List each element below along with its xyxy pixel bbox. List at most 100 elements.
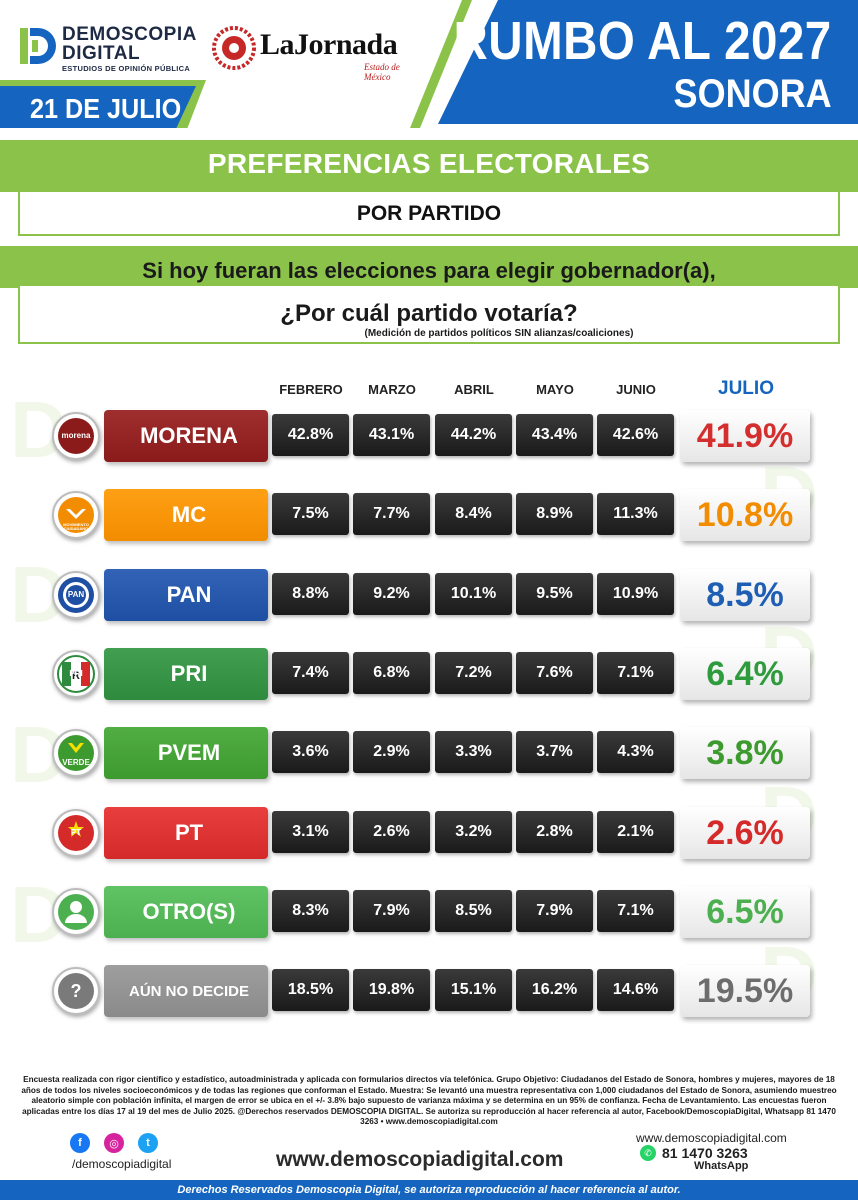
value-cell-febrero: 42.8%	[272, 414, 349, 456]
party-name: MC	[104, 489, 268, 541]
party-name: AÚN NO DECIDE	[104, 965, 268, 1017]
month-header-marzo: MARZO	[368, 382, 416, 397]
value-cell-julio: 6.5%	[680, 886, 810, 938]
question-line1: Si hoy fueran las elecciones para elegir…	[142, 258, 716, 283]
rights-footer: Derechos Reservados Demoscopia Digital, …	[0, 1180, 858, 1200]
question-line2: ¿Por cuál partido votaría?	[280, 300, 578, 327]
morena-logo-icon: morena	[52, 412, 100, 460]
party-row-mc: MOVIMIENTO CIUDADANO MC 7.5% 7.7% 8.4% 8.9% 11…	[0, 487, 858, 543]
value-cell-julio: 19.5%	[680, 965, 810, 1017]
subtitle-box	[18, 190, 840, 236]
instagram-icon[interactable]: ◎	[104, 1133, 124, 1153]
value-cell-julio: 6.4%	[680, 648, 810, 700]
brand-line2: DIGITAL	[62, 43, 141, 64]
value-cell-abril: 15.1%	[435, 969, 512, 1011]
question-box	[18, 286, 840, 344]
party-name: PAN	[104, 569, 268, 621]
party-logo-label: VERDE	[62, 758, 90, 767]
value-cell-abril: 10.1%	[435, 573, 512, 615]
mc-logo-icon: MOVIMIENTO CIUDADANO	[52, 491, 100, 539]
value-cell-junio: 4.3%	[597, 731, 674, 773]
value-cell-mayo: 2.8%	[516, 811, 593, 853]
party-row-pvem: VERDE PVEM 3.6% 2.9% 3.3% 3.7% 4.3% 3.8%	[0, 725, 858, 781]
party-logo-label: PAN	[67, 590, 85, 599]
party-name: PRI	[104, 648, 268, 700]
party-logo-label: morena	[61, 431, 91, 440]
value-cell-mayo: 3.7%	[516, 731, 593, 773]
month-header-febrero: FEBRERO	[279, 382, 343, 397]
value-cell-abril: 3.3%	[435, 731, 512, 773]
question-note: (Medición de partidos políticos SIN alia…	[364, 328, 634, 339]
pri-logo-icon: R PRI	[52, 650, 100, 698]
value-cell-junio: 10.9%	[597, 573, 674, 615]
header-region: SONORA	[673, 72, 832, 116]
value-cell-julio: 2.6%	[680, 807, 810, 859]
value-cell-abril: 44.2%	[435, 414, 512, 456]
section-title: PREFERENCIAS ELECTORALES	[207, 148, 651, 179]
value-cell-abril: 7.2%	[435, 652, 512, 694]
value-cell-mayo: 7.9%	[516, 890, 593, 932]
value-cell-julio: 8.5%	[680, 569, 810, 621]
party-name: OTRO(S)	[104, 886, 268, 938]
value-cell-marzo: 6.8%	[353, 652, 430, 694]
party-name: MORENA	[104, 410, 268, 462]
facebook-icon[interactable]: f	[70, 1133, 90, 1153]
value-cell-febrero: 7.4%	[272, 652, 349, 694]
value-cell-abril: 8.5%	[435, 890, 512, 932]
partner-sub: Estado de México	[364, 62, 400, 82]
value-cell-junio: 42.6%	[597, 414, 674, 456]
value-cell-julio: 3.8%	[680, 727, 810, 779]
value-cell-junio: 11.3%	[597, 493, 674, 535]
twitter-icon[interactable]: t	[138, 1133, 158, 1153]
value-cell-julio: 10.8%	[680, 489, 810, 541]
party-row-pan: PAN PAN 8.8% 9.2% 10.1% 9.5% 10.9% 8.5%	[0, 567, 858, 623]
person-logo-icon	[52, 888, 100, 936]
value-cell-mayo: 8.9%	[516, 493, 593, 535]
value-cell-febrero: 8.8%	[272, 573, 349, 615]
month-header-julio: JULIO	[718, 378, 774, 399]
value-cell-junio: 7.1%	[597, 890, 674, 932]
date-badge	[0, 86, 196, 128]
value-cell-febrero: 8.3%	[272, 890, 349, 932]
whatsapp-icon: ✆	[640, 1145, 656, 1161]
value-cell-mayo: 16.2%	[516, 969, 593, 1011]
value-cell-julio: 41.9%	[680, 410, 810, 462]
value-cell-febrero: 18.5%	[272, 969, 349, 1011]
social-handle[interactable]: /demoscopiadigital	[72, 1157, 172, 1171]
demoscopia-d-icon	[20, 28, 56, 64]
methodology-text: Encuesta realizada con rigor científico …	[21, 1075, 837, 1126]
phone-number[interactable]: 81 1470 3263	[662, 1145, 748, 1161]
website-link-small[interactable]: www.demoscopiadigital.com	[636, 1131, 787, 1145]
value-cell-marzo: 2.9%	[353, 731, 430, 773]
party-logo-label: MOVIMIENTO CIUDADANO	[63, 522, 89, 531]
section-subtitle: POR PARTIDO	[356, 202, 502, 225]
value-cell-febrero: 3.6%	[272, 731, 349, 773]
party-name: PVEM	[104, 727, 268, 779]
party-row-pri: R PRI PRI 7.4% 6.8% 7.2% 7.6% 7.1% 6.4%	[0, 646, 858, 702]
website-link[interactable]: www.demoscopiadigital.com	[276, 1148, 564, 1171]
header: RUMBO AL 2027 SONORA DEMOSCOPIA DIGITAL …	[0, 0, 858, 132]
value-cell-marzo: 43.1%	[353, 414, 430, 456]
header-blue-panel	[438, 0, 858, 124]
partner-name: LaJornada	[260, 28, 398, 61]
value-cell-febrero: 7.5%	[272, 493, 349, 535]
party-row-morena: morena MORENA 42.8% 43.1% 44.2% 43.4% 42.6% 41.…	[0, 408, 858, 464]
month-header-mayo: MAYO	[536, 382, 574, 397]
value-cell-marzo: 2.6%	[353, 811, 430, 853]
party-logo-label: PT	[70, 828, 82, 837]
value-cell-marzo: 7.7%	[353, 493, 430, 535]
month-header-junio: JUNIO	[616, 382, 656, 397]
whatsapp-label: WhatsApp	[694, 1160, 749, 1172]
header-title: RUMBO AL 2027	[453, 11, 832, 71]
pvem-logo-icon: VERDE	[52, 729, 100, 777]
value-cell-marzo: 9.2%	[353, 573, 430, 615]
value-cell-marzo: 19.8%	[353, 969, 430, 1011]
value-cell-mayo: 7.6%	[516, 652, 593, 694]
pt-logo-icon: PT	[52, 809, 100, 857]
value-cell-marzo: 7.9%	[353, 890, 430, 932]
value-cell-abril: 3.2%	[435, 811, 512, 853]
value-cell-junio: 2.1%	[597, 811, 674, 853]
question-logo-icon: ?	[52, 967, 100, 1015]
value-cell-junio: 7.1%	[597, 652, 674, 694]
value-cell-junio: 14.6%	[597, 969, 674, 1011]
